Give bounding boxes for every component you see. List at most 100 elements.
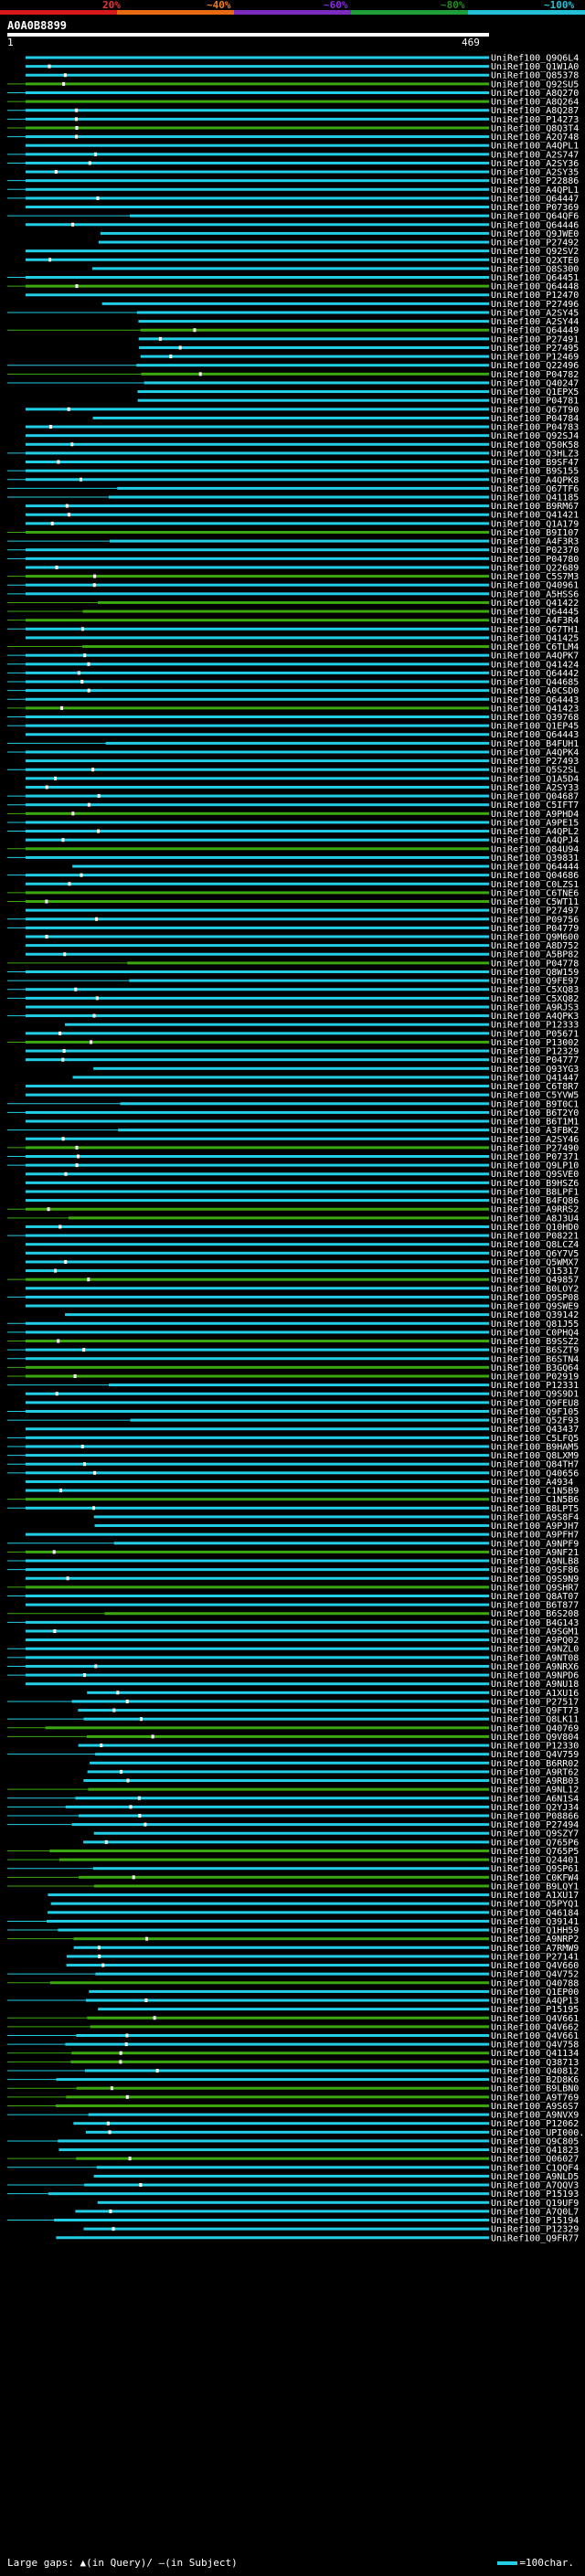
hit-row[interactable]: UniRef100_B6RR02 xyxy=(90,1759,579,1769)
hit-label[interactable]: UniRef100_C5XQ83 xyxy=(491,985,579,995)
hit-row[interactable]: UniRef100_P22886 xyxy=(7,176,579,186)
hit-label[interactable]: UniRef100_C6TLM4 xyxy=(491,642,579,652)
hit-row[interactable]: UniRef100_A4QPK8 xyxy=(7,475,579,485)
hit-label[interactable]: UniRef100_Q9LP10 xyxy=(491,1161,579,1171)
hit-label[interactable]: UniRef100_P27494 xyxy=(491,1820,579,1830)
hit-row[interactable]: UniRef100_B9HAM5 xyxy=(7,1442,579,1452)
hit-label[interactable]: UniRef100_Q41447 xyxy=(491,1073,579,1083)
hit-label[interactable]: UniRef100_Q9SHR7 xyxy=(491,1583,579,1593)
hit-label[interactable]: UniRef100_P27497 xyxy=(491,906,579,917)
hit-label[interactable]: UniRef100_Q46184 xyxy=(491,1908,579,1918)
hit-row[interactable]: UniRef100_C5XQ82 xyxy=(7,994,579,1004)
hit-row[interactable]: UniRef100_A9T769 xyxy=(7,2093,579,2103)
hit-label[interactable]: UniRef100_Q2XTE0 xyxy=(491,256,579,266)
hit-row[interactable]: UniRef100_C6TNE6 xyxy=(7,888,579,898)
hit-row[interactable]: UniRef100_Q8W159 xyxy=(7,968,579,978)
hit-label[interactable]: UniRef100_A8Q264 xyxy=(491,98,579,108)
hit-label[interactable]: UniRef100_Q5PYQ1 xyxy=(491,1900,579,1910)
hit-label[interactable]: UniRef100_C1N5B6 xyxy=(491,1495,579,1505)
hit-row[interactable]: UniRef100_P04779 xyxy=(7,924,579,934)
hit-label[interactable]: UniRef100_Q67TH1 xyxy=(491,625,579,635)
hit-label[interactable]: UniRef100_C6TNE6 xyxy=(491,888,579,898)
hit-row[interactable]: UniRef100_A2SY44 xyxy=(138,317,579,327)
hit-row[interactable]: UniRef100_P12329 xyxy=(83,2225,579,2235)
hit-row[interactable]: UniRef100_Q39831 xyxy=(7,853,579,864)
hit-row[interactable]: UniRef100_A9NF21 xyxy=(7,1548,579,1558)
hit-label[interactable]: UniRef100_Q3HLZ3 xyxy=(491,449,579,459)
hit-label[interactable]: UniRef100_P04780 xyxy=(491,555,579,565)
hit-row[interactable]: UniRef100_Q19UF9 xyxy=(97,2199,580,2209)
hit-row[interactable]: UniRef100_A4QPJ4 xyxy=(26,836,579,846)
hit-label[interactable]: UniRef100_P12330 xyxy=(491,1742,579,1752)
hit-label[interactable]: UniRef100_B9SF47 xyxy=(491,458,579,468)
hit-label[interactable]: UniRef100_A1XU17 xyxy=(491,1891,579,1901)
hit-label[interactable]: UniRef100_P04782 xyxy=(491,370,579,380)
hit-label[interactable]: UniRef100_Q92SJ4 xyxy=(491,431,579,441)
hit-label[interactable]: UniRef100_C0KFW4 xyxy=(491,1873,579,1883)
hit-label[interactable]: UniRef100_C5XQ82 xyxy=(491,994,579,1004)
hit-label[interactable]: UniRef100_A4QPK3 xyxy=(491,1012,579,1022)
hit-label[interactable]: UniRef100_A4QPL2 xyxy=(491,827,579,837)
hit-row[interactable]: UniRef100_C6T8R7 xyxy=(26,1082,579,1092)
hit-label[interactable]: UniRef100_Q9S9D1 xyxy=(491,1390,579,1400)
hit-label[interactable]: UniRef100_P15194 xyxy=(491,2216,579,2226)
hit-label[interactable]: UniRef100_A9NLB8 xyxy=(491,1557,579,1567)
hit-row[interactable]: UniRef100_Q22496 xyxy=(7,361,579,371)
hit-label[interactable]: UniRef100_A8Q287 xyxy=(491,106,579,116)
hit-label[interactable]: UniRef100_A4QP13 xyxy=(491,1997,579,2007)
hit-label[interactable]: UniRef100_Q1A5D4 xyxy=(491,774,579,784)
hit-label[interactable]: UniRef100_A4QPK8 xyxy=(491,475,579,485)
hit-row[interactable]: UniRef100_P04783 xyxy=(26,423,579,433)
hit-row[interactable]: UniRef100_Q84TH7 xyxy=(7,1460,579,1470)
hit-row[interactable]: UniRef100_P04778 xyxy=(7,959,579,969)
hit-label[interactable]: UniRef100_B9HSZ6 xyxy=(491,1179,579,1189)
hit-row[interactable]: UniRef100_Q92SU5 xyxy=(7,80,579,90)
hit-row[interactable]: UniRef100_A2S747 xyxy=(7,150,579,160)
hit-label[interactable]: UniRef100_A4934 xyxy=(491,1478,573,1488)
hit-label[interactable]: UniRef100_Q93YG3 xyxy=(491,1065,579,1075)
hit-row[interactable]: UniRef100_A9NVX9 xyxy=(7,2111,579,2121)
hit-label[interactable]: UniRef100_Q765P5 xyxy=(491,1847,579,1857)
hit-label[interactable]: UniRef100_C1QQF4 xyxy=(491,2163,579,2173)
hit-row[interactable]: UniRef100_Q9SWE9 xyxy=(26,1302,579,1312)
hit-label[interactable]: UniRef100_Q64443 xyxy=(491,695,579,705)
hit-row[interactable]: UniRef100_Q15317 xyxy=(26,1267,579,1277)
hit-label[interactable]: UniRef100_A9NU18 xyxy=(491,1680,579,1690)
hit-row[interactable]: UniRef100_Q1EP45 xyxy=(7,722,579,732)
hit-row[interactable]: UniRef100_Q44685 xyxy=(7,678,579,688)
hit-label[interactable]: UniRef100_P27493 xyxy=(491,757,579,767)
hit-row[interactable]: UniRef100_B3GQ64 xyxy=(7,1363,579,1373)
hit-label[interactable]: UniRef100_A4F3R3 xyxy=(491,537,579,547)
hit-label[interactable]: UniRef100_Q64449 xyxy=(491,326,579,336)
hit-row[interactable]: UniRef100_Q9M600 xyxy=(26,933,579,943)
hit-label[interactable]: UniRef100_Q1EP45 xyxy=(491,722,579,732)
hit-row[interactable]: UniRef100_Q41185 xyxy=(7,493,579,504)
hit-row[interactable]: UniRef100_Q8S300 xyxy=(91,264,579,274)
hit-label[interactable]: UniRef100_A9NL12 xyxy=(491,1786,579,1796)
hit-label[interactable]: UniRef100_B2D8K6 xyxy=(491,2075,579,2085)
hit-label[interactable]: UniRef100_Q44685 xyxy=(491,678,579,688)
hit-label[interactable]: UniRef100_Q41422 xyxy=(491,599,579,609)
hit-row[interactable]: UniRef100_A9NLD5 xyxy=(93,2172,580,2182)
hit-row[interactable]: UniRef100_Q9SP61 xyxy=(7,1864,579,1874)
hit-row[interactable]: UniRef100_Q2XTE0 xyxy=(26,256,579,266)
hit-label[interactable]: UniRef100_Q85378 xyxy=(491,71,579,81)
hit-label[interactable]: UniRef100_P22886 xyxy=(491,176,579,186)
hit-row[interactable]: UniRef100_Q64444 xyxy=(72,863,579,873)
hit-row[interactable]: UniRef100_Q22689 xyxy=(26,563,579,573)
hit-label[interactable]: UniRef100_Q64447 xyxy=(491,194,579,204)
hit-label[interactable]: UniRef100_Q41185 xyxy=(491,493,579,504)
hit-label[interactable]: UniRef100_Q64443 xyxy=(491,730,579,740)
hit-label[interactable]: UniRef100_Q49857 xyxy=(491,1276,579,1286)
hit-row[interactable]: UniRef100_A7QQV3 xyxy=(7,2181,579,2191)
hit-label[interactable]: UniRef100_Q40812 xyxy=(491,2066,579,2076)
hit-row[interactable]: UniRef100_P12330 xyxy=(78,1742,580,1752)
hit-label[interactable]: UniRef100_Q9C805 xyxy=(491,2136,579,2147)
hit-label[interactable]: UniRef100_B0LOY2 xyxy=(491,1284,579,1294)
hit-row[interactable]: UniRef100_B9HSZ6 xyxy=(26,1179,579,1189)
hit-label[interactable]: UniRef100_A9RB03 xyxy=(491,1776,579,1786)
hit-label[interactable]: UniRef100_A9T769 xyxy=(491,2093,579,2103)
hit-label[interactable]: UniRef100_Q39142 xyxy=(491,1310,579,1320)
hit-row[interactable]: UniRef100_Q1W1A0 xyxy=(26,62,579,72)
hit-label[interactable]: UniRef100_Q9S9N9 xyxy=(491,1574,579,1585)
